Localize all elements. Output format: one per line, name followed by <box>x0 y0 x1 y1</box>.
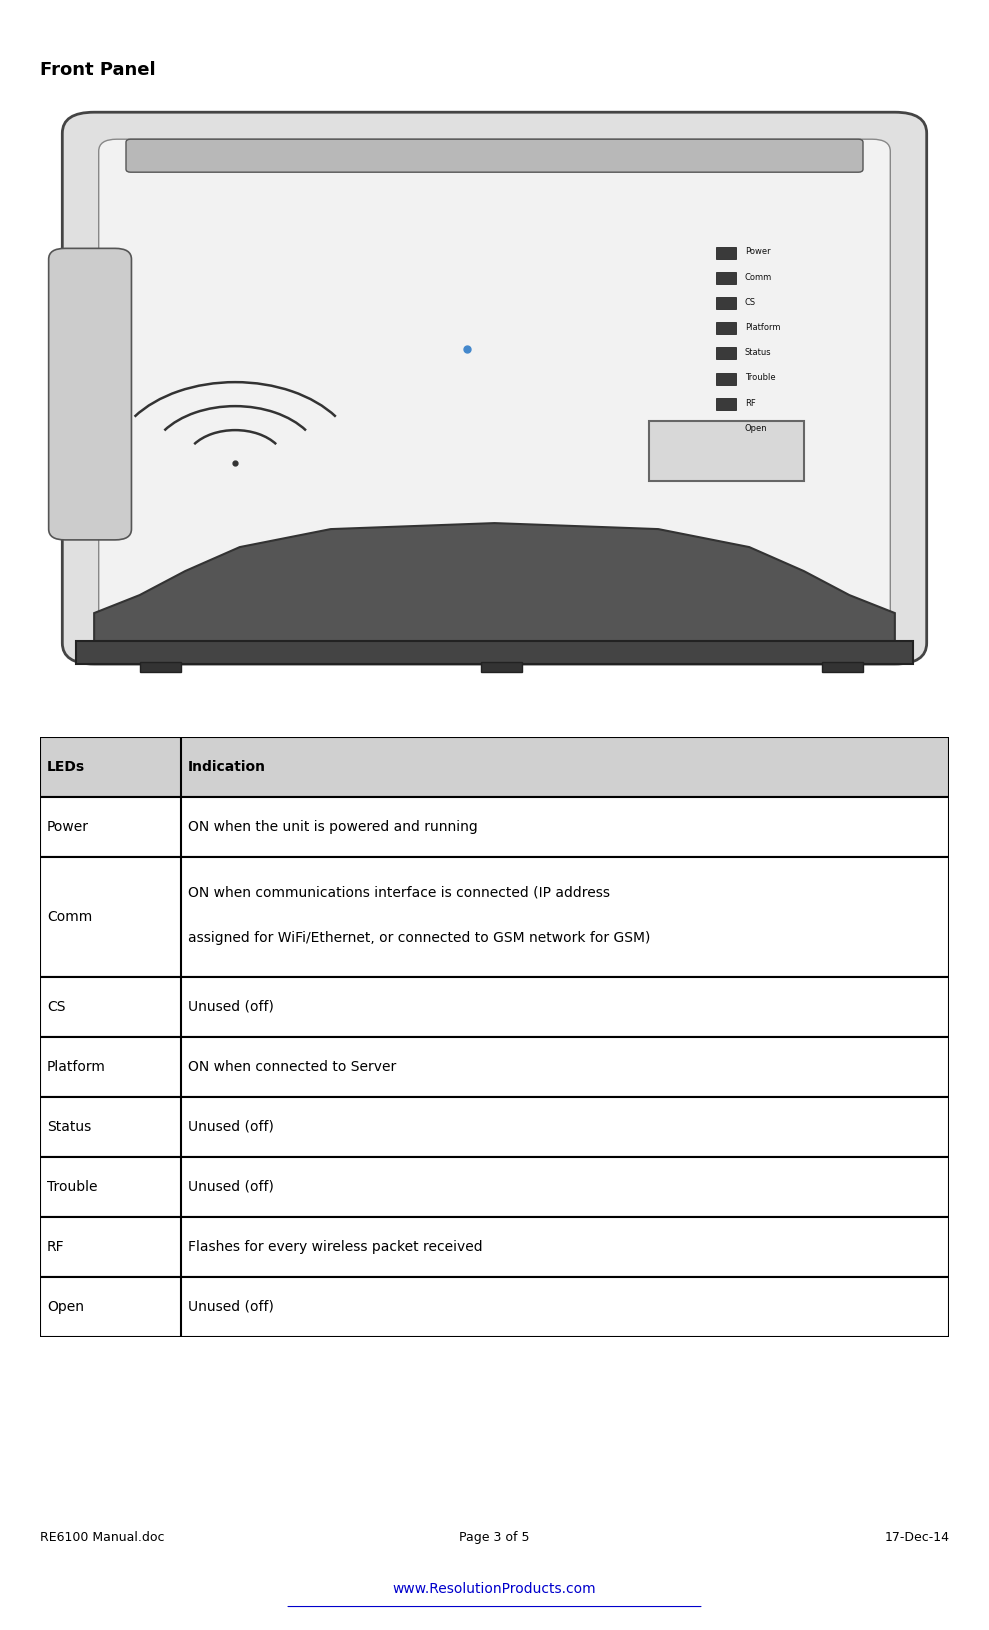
Text: RF: RF <box>46 1240 64 1253</box>
Text: Power: Power <box>745 248 770 256</box>
Text: Platform: Platform <box>46 1060 106 1074</box>
Text: Trouble: Trouble <box>46 1180 97 1193</box>
Bar <box>40 797 949 857</box>
Bar <box>139 662 181 672</box>
Bar <box>649 421 804 481</box>
FancyBboxPatch shape <box>126 139 863 173</box>
Text: LEDs: LEDs <box>46 760 85 774</box>
Text: Open: Open <box>46 1299 84 1314</box>
Text: Comm: Comm <box>46 910 92 924</box>
Text: Open: Open <box>745 424 767 434</box>
FancyBboxPatch shape <box>48 248 132 540</box>
Text: 17-Dec-14: 17-Dec-14 <box>884 1531 949 1544</box>
Bar <box>40 1216 949 1276</box>
Bar <box>40 1276 949 1337</box>
Bar <box>40 1276 949 1337</box>
Bar <box>40 1097 949 1157</box>
Bar <box>716 323 736 334</box>
Text: Platform: Platform <box>745 323 780 333</box>
Text: ON when the unit is powered and running: ON when the unit is powered and running <box>188 820 478 833</box>
FancyBboxPatch shape <box>99 139 890 644</box>
Text: Unused (off): Unused (off) <box>188 1120 274 1133</box>
Bar <box>40 1037 949 1097</box>
Bar <box>481 662 522 672</box>
Text: ON when communications interface is connected (IP address: ON when communications interface is conn… <box>188 885 610 900</box>
Bar <box>40 1157 949 1216</box>
Bar <box>716 398 736 409</box>
Bar <box>716 272 736 284</box>
FancyBboxPatch shape <box>62 112 927 663</box>
Text: Power: Power <box>46 820 89 833</box>
Text: Comm: Comm <box>745 272 772 282</box>
Text: Indication: Indication <box>188 760 266 774</box>
Text: CS: CS <box>745 298 756 306</box>
Text: Front Panel: Front Panel <box>40 60 155 80</box>
Text: www.ResolutionProducts.com: www.ResolutionProducts.com <box>393 1583 596 1596</box>
Bar <box>822 662 863 672</box>
Bar <box>716 373 736 385</box>
Bar <box>40 976 949 1037</box>
Text: CS: CS <box>46 999 65 1014</box>
Text: assigned for WiFi/Ethernet, or connected to GSM network for GSM): assigned for WiFi/Ethernet, or connected… <box>188 931 650 945</box>
Bar <box>716 297 736 310</box>
Text: Status: Status <box>745 349 771 357</box>
Bar <box>716 246 736 259</box>
Bar <box>40 737 949 797</box>
Text: Status: Status <box>46 1120 91 1133</box>
Bar <box>40 1216 949 1276</box>
Bar <box>40 1157 949 1216</box>
Bar <box>40 1037 949 1097</box>
Text: RF: RF <box>745 399 756 408</box>
Text: Unused (off): Unused (off) <box>188 1299 274 1314</box>
Bar <box>716 422 736 435</box>
Bar <box>76 641 913 663</box>
Text: Unused (off): Unused (off) <box>188 999 274 1014</box>
Polygon shape <box>94 523 895 644</box>
Text: RE6100 Manual.doc: RE6100 Manual.doc <box>40 1531 164 1544</box>
Bar <box>40 857 949 976</box>
Text: ON when connected to Server: ON when connected to Server <box>188 1060 397 1074</box>
Bar <box>716 347 736 359</box>
Bar <box>40 1097 949 1157</box>
Bar <box>40 857 949 976</box>
Text: Flashes for every wireless packet received: Flashes for every wireless packet receiv… <box>188 1240 483 1253</box>
Bar <box>40 737 949 797</box>
Text: Unused (off): Unused (off) <box>188 1180 274 1193</box>
Text: Trouble: Trouble <box>745 373 775 383</box>
Bar <box>40 797 949 857</box>
Text: Page 3 of 5: Page 3 of 5 <box>459 1531 530 1544</box>
Bar <box>40 976 949 1037</box>
